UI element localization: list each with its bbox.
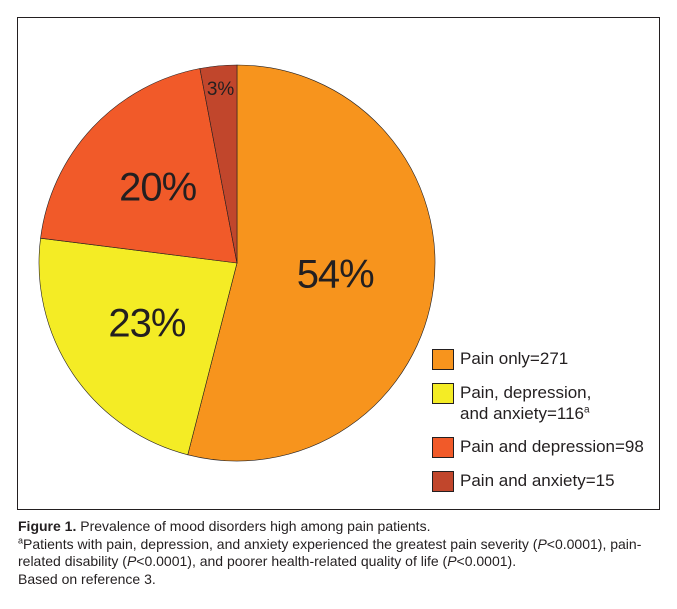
- caption-title-line: Figure 1. Prevalence of mood disorders h…: [18, 518, 663, 536]
- slice-label: 20%: [119, 165, 197, 210]
- pie-slice: [199, 64, 238, 264]
- slice-label: 3%: [206, 78, 235, 100]
- slice-label: 54%: [296, 252, 375, 297]
- footnote-marker: a: [583, 404, 590, 416]
- legend-swatch: [432, 471, 454, 492]
- figure-caption: Figure 1. Prevalence of mood disorders h…: [18, 518, 663, 588]
- pie-chart: [38, 64, 436, 462]
- legend-swatch: [432, 349, 454, 370]
- legend-item-pain-only: Pain only=271: [432, 348, 657, 370]
- caption-reference: Based on reference 3.: [18, 570, 156, 587]
- legend: Pain only=271 Pain, depression, and anxi…: [432, 348, 657, 504]
- footnote-marker: a: [18, 534, 24, 545]
- slice-label: 23%: [108, 301, 186, 346]
- legend-label: Pain, depression, and anxiety=116a: [460, 383, 592, 423]
- legend-item-pain-depression-anxiety: Pain, depression, and anxiety=116a: [432, 382, 657, 424]
- legend-item-pain-depression: Pain and depression=98: [432, 436, 657, 458]
- pie-slice: [40, 68, 238, 264]
- legend-label: Pain and anxiety=15: [460, 471, 615, 490]
- legend-swatch: [432, 383, 454, 404]
- caption-title: Prevalence of mood disorders high among …: [76, 518, 431, 534]
- figure-label: Figure 1.: [18, 518, 77, 534]
- pie-slice: [38, 237, 238, 456]
- legend-label: Pain only=271: [460, 349, 569, 368]
- caption-footnote: aPatients with pain, depression, and anx…: [18, 534, 642, 569]
- legend-item-pain-anxiety: Pain and anxiety=15: [432, 470, 657, 492]
- chart-frame: 54% 23% 20% 3% Pain only=271 Pain, depressi…: [17, 17, 660, 510]
- pie-slice: [187, 64, 436, 462]
- legend-label: Pain and depression=98: [460, 437, 644, 456]
- legend-swatch: [432, 437, 454, 458]
